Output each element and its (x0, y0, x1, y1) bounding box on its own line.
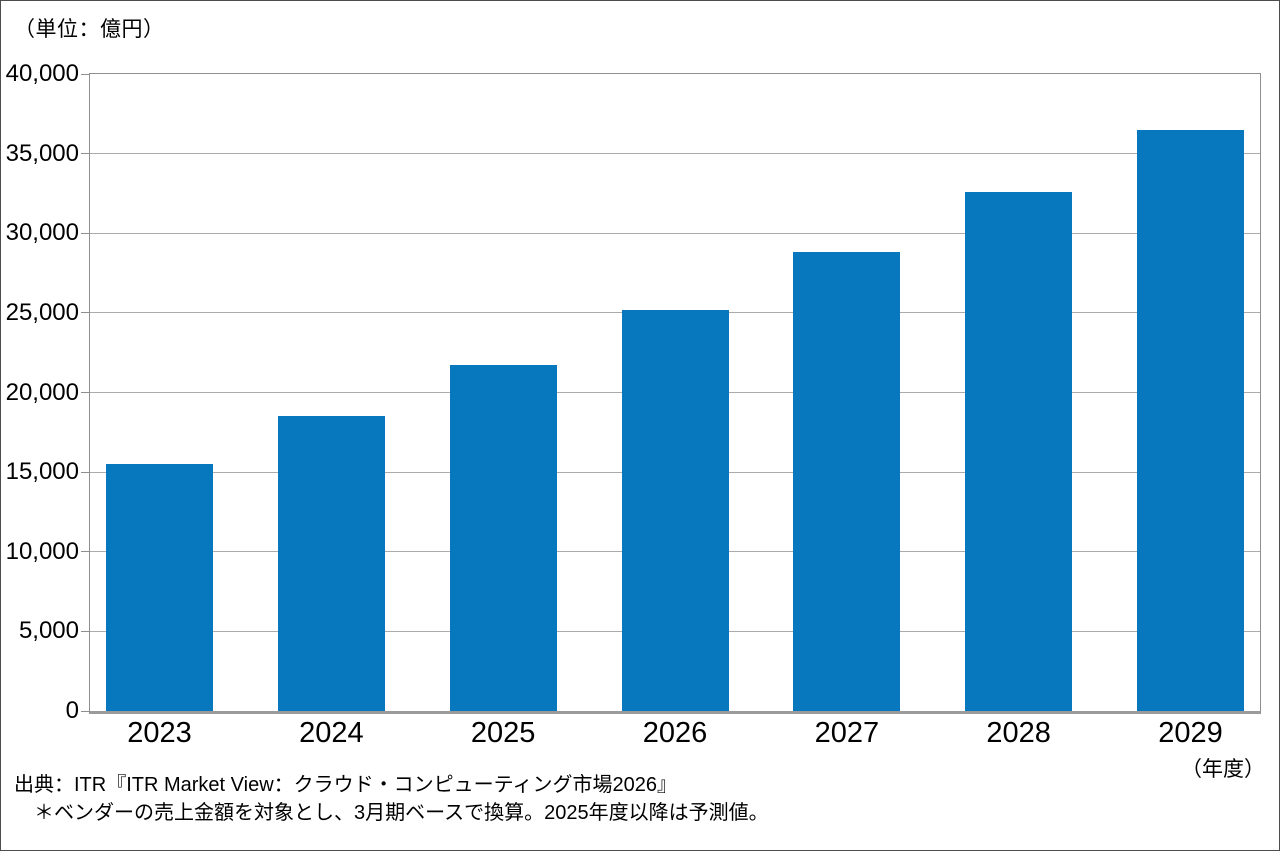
x-tick-label-2029: 2029 (1158, 717, 1223, 749)
y-tick-0 (81, 710, 89, 712)
bar-2029 (1137, 129, 1244, 711)
gridline-35000 (90, 153, 1260, 155)
x-tick-label-2027: 2027 (814, 717, 880, 749)
source-note-block: 出典：ITR『ITR Market View：クラウド・コンピューティング市場2… (14, 771, 769, 827)
bar-2024 (277, 416, 385, 711)
footnote-line: ＊ベンダーの売上金額を対象とし、3月期ベースで換算。2025年度以降は予測値。 (34, 802, 769, 824)
y-tick-label-10000: 10,000 (5, 537, 79, 565)
y-axis-unit-label: （単位：億円） (14, 18, 165, 41)
y-tick-label-40000: 40,000 (5, 60, 79, 87)
x-tick-label-2024: 2024 (299, 717, 364, 749)
y-tick-10000 (81, 551, 89, 553)
gridline-30000 (90, 232, 1260, 234)
y-tick-label-0: 0 (65, 697, 79, 724)
x-tick-label-2028: 2028 (986, 717, 1051, 749)
y-tick-35000 (81, 153, 89, 155)
plot-area (89, 73, 1261, 714)
y-tick-label-35000: 35,000 (5, 139, 79, 167)
y-tick-15000 (81, 471, 89, 473)
y-tick-label-20000: 20,000 (5, 378, 79, 406)
bar-2028 (965, 191, 1073, 711)
y-tick-label-5000: 5,000 (18, 617, 79, 645)
y-tick-20000 (81, 392, 89, 393)
y-tick-label-30000: 30,000 (5, 219, 79, 247)
bar-2026 (621, 309, 729, 711)
y-tick-label-15000: 15,000 (5, 458, 79, 486)
bar-2025 (449, 365, 557, 711)
x-axis-unit-label: （年度） (1181, 758, 1265, 781)
x-tick-label-2023: 2023 (127, 717, 192, 749)
y-tick-label-25000: 25,000 (5, 298, 79, 326)
y-tick-25000 (81, 312, 89, 314)
y-tick-30000 (81, 232, 89, 234)
source-line: 出典：ITR『ITR Market View：クラウド・コンピューティング市場2… (14, 774, 677, 796)
y-tick-40000 (81, 73, 89, 75)
y-tick-5000 (81, 630, 89, 632)
x-tick-label-2026: 2026 (642, 717, 708, 749)
bar-2027 (793, 252, 901, 711)
x-tick-label-2025: 2025 (470, 717, 536, 749)
bar-2023 (106, 464, 213, 711)
